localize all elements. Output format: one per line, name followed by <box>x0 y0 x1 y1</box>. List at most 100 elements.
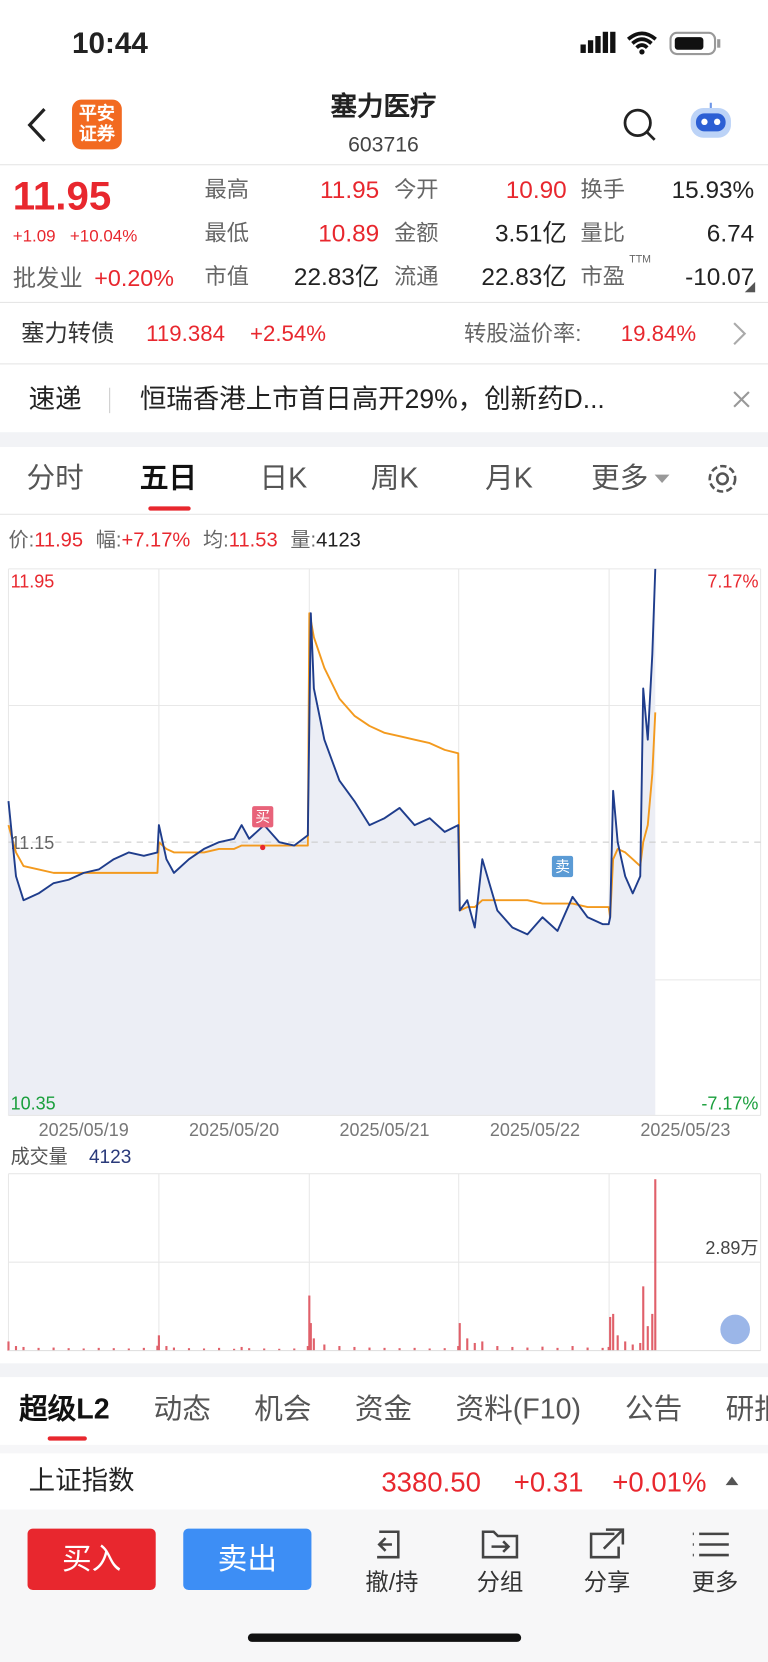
tool-button[interactable]: 撤/持 <box>365 1568 419 1596</box>
stat-label: 市盈 <box>580 264 625 290</box>
volume-bar <box>639 1342 642 1351</box>
info-tab[interactable]: 公告 <box>624 1392 683 1425</box>
tab-indicator <box>47 1436 87 1441</box>
stat-value: -10.07 <box>685 262 755 291</box>
fullscreen-button[interactable] <box>720 1314 750 1345</box>
volume-bar <box>306 1346 309 1351</box>
corner-mark <box>744 281 756 293</box>
share-icon <box>589 1528 625 1559</box>
bond-price: 119.384 <box>146 322 225 347</box>
info-label: 价: <box>8 529 35 552</box>
volume-bar <box>368 1347 371 1351</box>
x-tick-label: 2025/05/19 <box>39 1120 129 1140</box>
stat-value: 3.51亿 <box>494 219 567 247</box>
info-label: 量: <box>290 529 317 552</box>
y-tick-label: 11.15 <box>11 833 55 853</box>
close-news[interactable] <box>731 389 752 410</box>
period-tab[interactable]: 日K <box>259 461 308 494</box>
stat-value: 15.93% <box>671 175 755 204</box>
news-headline[interactable]: 恒瑞香港上市首日高开29%，创新药D... <box>139 384 605 415</box>
index-name[interactable]: 上证指数 <box>28 1466 135 1496</box>
stat-value: 11.95 <box>320 175 380 204</box>
period-tab[interactable]: 更多 <box>591 461 649 494</box>
volume-bar <box>473 1342 476 1351</box>
volume-bar <box>642 1286 645 1351</box>
stat-value: 22.83亿 <box>481 262 567 291</box>
volume-bar <box>312 1338 315 1351</box>
separator <box>109 387 111 414</box>
premium-label: 转股溢价率: <box>463 322 582 347</box>
index-change: +0.31 <box>513 1466 584 1498</box>
info-tab[interactable]: 研报 <box>725 1392 768 1425</box>
y-tick-label: 11.95 <box>11 571 55 591</box>
logo-text: 平安 <box>78 103 115 124</box>
status-icons <box>580 31 721 56</box>
volume-bar <box>323 1344 326 1351</box>
info-label: 幅: <box>95 529 122 552</box>
info-tab[interactable]: 资料(F10) <box>455 1392 582 1425</box>
volume-bar <box>624 1341 627 1351</box>
volume-bar <box>601 1347 604 1351</box>
volume-bar <box>612 1313 615 1351</box>
stat-label: 最高 <box>204 177 249 203</box>
tool-button[interactable]: 更多 <box>691 1568 739 1596</box>
period-tab[interactable]: 分时 <box>26 461 84 494</box>
stat-label: 今开 <box>394 177 439 203</box>
trade-marker-label: 买 <box>255 809 270 826</box>
divider <box>0 301 768 303</box>
last-price: 11.95 <box>12 174 112 220</box>
info-value: +7.17% <box>121 529 191 552</box>
bond-name[interactable]: 塞力转债 <box>21 319 115 347</box>
volume-bar <box>526 1347 529 1351</box>
volume-bar <box>353 1346 356 1351</box>
price-change: +1.09 <box>12 227 56 246</box>
stat-value: 6.74 <box>706 219 755 247</box>
period-tab[interactable]: 月K <box>485 461 533 494</box>
volume-bar <box>556 1347 559 1351</box>
divider <box>0 164 768 166</box>
volume-bar <box>248 1348 251 1351</box>
info-tab[interactable]: 超级L2 <box>19 1392 110 1425</box>
pe-superscript: TTM <box>629 254 651 266</box>
volume-bar <box>112 1348 115 1351</box>
info-tab[interactable]: 资金 <box>354 1392 413 1425</box>
back-button[interactable] <box>23 106 51 144</box>
stat-label: 市值 <box>204 264 249 290</box>
search-button[interactable] <box>621 106 659 144</box>
settings-button[interactable] <box>706 462 740 496</box>
broker-logo[interactable] <box>72 99 122 150</box>
volume-bar <box>541 1346 544 1351</box>
y2-tick-label: 7.17% <box>707 571 758 591</box>
volume-bar <box>571 1346 574 1351</box>
volume-bar <box>156 1345 159 1351</box>
y2-tick-label: -7.17% <box>701 1094 758 1114</box>
assistant-button[interactable] <box>686 102 735 144</box>
period-tab[interactable]: 五日 <box>139 461 198 494</box>
trade-marker-label: 卖 <box>555 858 570 875</box>
info-value: 11.95 <box>34 529 84 552</box>
info-tab[interactable]: 动态 <box>153 1392 211 1425</box>
sell-button[interactable]: 卖出 <box>183 1528 312 1591</box>
volume-bar <box>97 1347 100 1351</box>
info-tab[interactable]: 机会 <box>254 1392 312 1425</box>
volume-bar <box>398 1348 401 1351</box>
buy-button[interactable]: 买入 <box>27 1528 156 1591</box>
volume-bar <box>202 1348 206 1351</box>
volume-bar <box>263 1348 266 1351</box>
tool-button[interactable]: 分组 <box>476 1568 524 1596</box>
stat-label: 换手 <box>580 177 625 203</box>
tool-button[interactable]: 分享 <box>583 1568 631 1596</box>
volume-bar <box>609 1316 612 1351</box>
volume-bar <box>308 1295 311 1351</box>
volume-bar <box>413 1347 416 1351</box>
period-tab[interactable]: 周K <box>370 461 419 494</box>
volume-bar <box>293 1348 296 1351</box>
expand-arrow[interactable] <box>725 1476 740 1487</box>
x-tick-label: 2025/05/20 <box>189 1120 279 1140</box>
more-icon <box>692 1532 729 1557</box>
trade-marker <box>252 806 274 828</box>
withdraw-icon <box>377 1530 400 1559</box>
volume-bar <box>443 1348 446 1351</box>
volume-bar <box>218 1347 221 1351</box>
volume-bar <box>616 1335 619 1351</box>
